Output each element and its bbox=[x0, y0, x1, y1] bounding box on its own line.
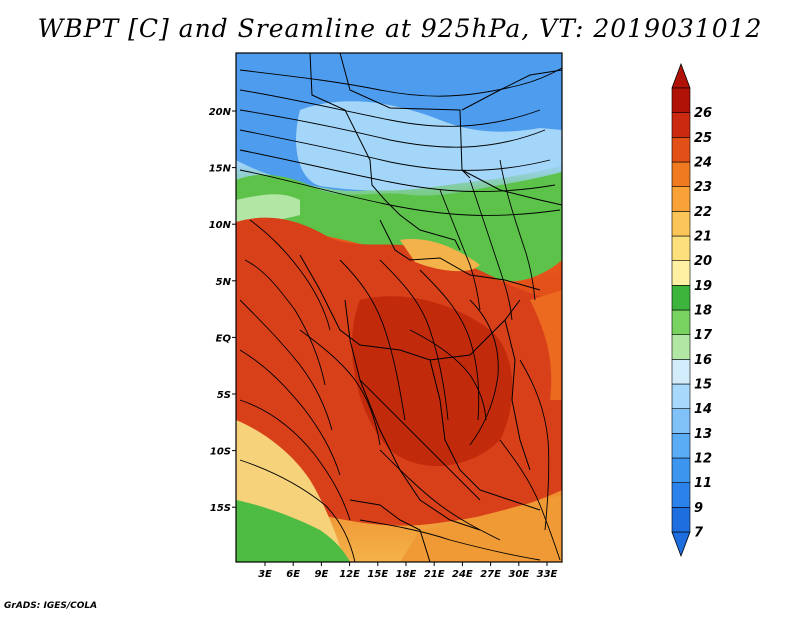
colorbar-swatch bbox=[671, 87, 691, 113]
lat-label: 15S bbox=[210, 503, 231, 514]
colorbar-swatch bbox=[671, 457, 691, 483]
lat-label: 10S bbox=[210, 447, 231, 458]
grads-credit: GrADS: IGES/COLA bbox=[4, 601, 98, 611]
colorbar-swatch bbox=[671, 285, 691, 311]
lat-label: 10N bbox=[209, 220, 232, 231]
lon-label: 3E bbox=[258, 569, 272, 580]
colorbar-label: 26 bbox=[694, 106, 712, 121]
colorbar-label: 23 bbox=[694, 180, 712, 195]
south-green-shade bbox=[236, 500, 350, 562]
lon-label: 6E bbox=[286, 569, 300, 580]
colorbar-swatch bbox=[671, 186, 691, 212]
east-orange-shade bbox=[530, 290, 562, 400]
colorbar-label: 16 bbox=[694, 353, 712, 368]
colorbar-label: 18 bbox=[694, 304, 712, 319]
colorbar-swatch bbox=[671, 211, 691, 237]
lon-label: 9E bbox=[315, 569, 329, 580]
lat-label: 20N bbox=[209, 107, 232, 118]
colorbar-swatch bbox=[671, 137, 691, 163]
orange-patch bbox=[400, 239, 480, 272]
lon-label: 15E bbox=[367, 569, 388, 580]
colorbar-swatch bbox=[671, 383, 691, 409]
colorbar-swatch bbox=[671, 359, 691, 385]
longitude-axis: 3E 6E 9E 12E 15E 18E 21E 24E 27E 30E 33E bbox=[258, 562, 558, 580]
lon-label: 18E bbox=[396, 569, 417, 580]
colorbar-swatch bbox=[671, 235, 691, 261]
colorbar-swatch bbox=[671, 408, 691, 434]
colorbar-label: 20 bbox=[694, 254, 712, 269]
wbpt-colorbar: 7 9 11 12 13 14 15 16 17 18 19 20 21 22 23 24 25 26 bbox=[671, 62, 713, 558]
colorbar-label: 19 bbox=[694, 279, 712, 294]
colorbar-swatch bbox=[671, 161, 691, 187]
lon-label: 33E bbox=[537, 569, 558, 580]
hot-core-shade bbox=[351, 296, 513, 467]
map-title: WBPT [C] and Sreamline at 925hPa, VT: 20… bbox=[37, 14, 763, 43]
lon-label: 27E bbox=[480, 569, 501, 580]
colorbar-swatch bbox=[671, 433, 691, 459]
colorbar-label: 13 bbox=[694, 427, 712, 442]
colorbar-label: 25 bbox=[694, 131, 712, 146]
colorbar-label: 17 bbox=[694, 328, 713, 343]
moist-band-shade bbox=[236, 172, 562, 282]
colorbar-label: 9 bbox=[694, 501, 703, 516]
lat-label: EQ bbox=[216, 333, 232, 344]
colorbar-swatch bbox=[671, 507, 691, 533]
colorbar-label: 15 bbox=[694, 378, 712, 393]
lat-label: 5S bbox=[217, 390, 231, 401]
lat-label: 15N bbox=[209, 164, 232, 175]
latitude-axis: 20N 15N 10N 5N EQ 5S 10S 15S bbox=[209, 107, 236, 514]
colorbar-swatch bbox=[671, 112, 691, 138]
colorbar-bottom-arrow bbox=[671, 531, 691, 558]
colorbar-top-arrow bbox=[671, 62, 691, 89]
colorbar-swatch bbox=[671, 482, 691, 508]
colorbar-label: 12 bbox=[694, 452, 712, 467]
colorbar-label: 21 bbox=[694, 230, 712, 245]
southeast-orange-shade bbox=[400, 495, 562, 562]
lon-label: 24E bbox=[452, 569, 473, 580]
map-frame bbox=[235, 52, 563, 563]
colorbar-label: 24 bbox=[694, 156, 712, 171]
colorbar-label: 14 bbox=[694, 402, 712, 417]
streamlines bbox=[239, 67, 562, 562]
lat-label: 5N bbox=[216, 277, 232, 288]
colorbar-swatch bbox=[671, 260, 691, 286]
lon-label: 30E bbox=[508, 569, 529, 580]
colorbar-label: 7 bbox=[694, 526, 704, 541]
colorbar-swatch bbox=[671, 334, 691, 360]
colorbar-label: 11 bbox=[694, 476, 712, 491]
lon-label: 12E bbox=[339, 569, 360, 580]
colorbar-swatch bbox=[671, 309, 691, 335]
lon-label: 21E bbox=[424, 569, 445, 580]
country-borders bbox=[299, 53, 562, 562]
colorbar-label: 22 bbox=[694, 205, 712, 220]
map-plot-area bbox=[236, 53, 562, 562]
